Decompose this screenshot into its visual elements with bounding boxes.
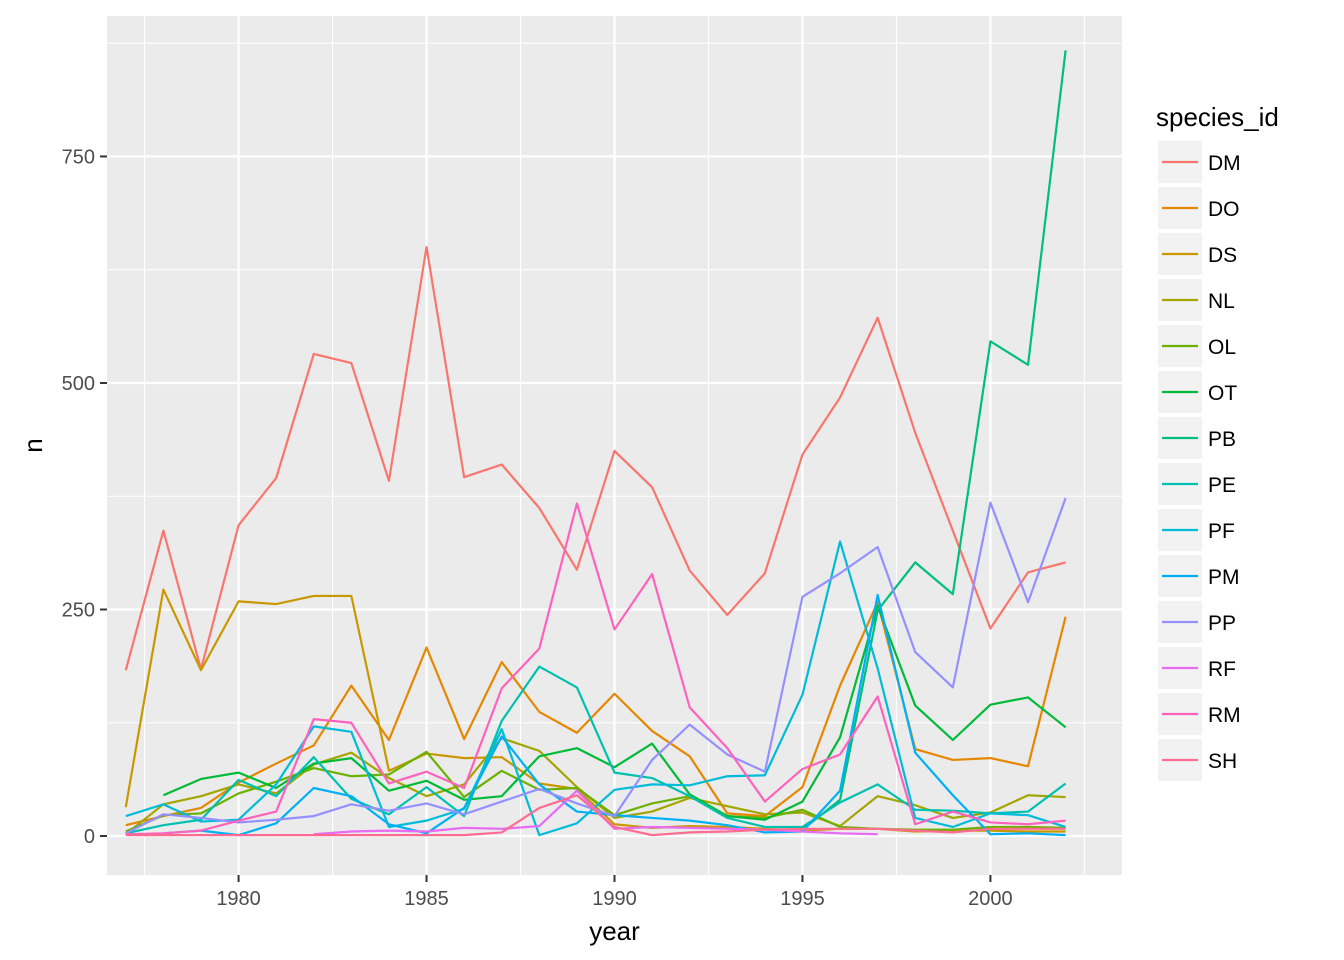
y-tick-label: 250 — [62, 600, 95, 622]
legend-item-pb: PB — [1158, 417, 1236, 459]
series-line-ot — [162, 604, 1067, 821]
series-line-pb — [801, 50, 1067, 831]
legend-item-pf: PF — [1158, 509, 1235, 551]
x-tick-label: 2000 — [968, 888, 1013, 910]
legend-label: PP — [1208, 612, 1236, 635]
legend-item-rf: RF — [1158, 647, 1236, 689]
legend-item-pp: PP — [1158, 601, 1236, 643]
legend-item-ot: OT — [1158, 371, 1237, 413]
series-lines — [124, 50, 1067, 837]
legend-item-dm: DM — [1158, 141, 1241, 183]
legend-item-ds: DS — [1158, 233, 1237, 275]
legend-item-sh: SH — [1158, 739, 1237, 781]
x-axis: 1980 1985 1990 1995 2000 — [216, 875, 1013, 910]
x-tick-label: 1990 — [592, 888, 637, 910]
x-tick-label: 1995 — [780, 888, 825, 910]
legend-label: RF — [1208, 658, 1236, 681]
legend-label: PB — [1208, 428, 1236, 451]
legend-label: NL — [1208, 290, 1235, 313]
y-tick-label: 750 — [62, 146, 95, 168]
legend-label: DS — [1208, 244, 1237, 267]
legend-label: DO — [1208, 198, 1240, 221]
x-tick-label: 1985 — [404, 888, 449, 910]
legend-label: PE — [1208, 474, 1236, 497]
legend-label: DM — [1208, 152, 1241, 175]
legend-item-pe: PE — [1158, 463, 1236, 505]
y-tick-label: 500 — [62, 373, 95, 395]
legend: species_id DM DO DS NL OL OT PB PE PF PM PP RF RM SH — [1156, 102, 1279, 781]
legend-title: species_id — [1156, 102, 1279, 132]
legend-item-ol: OL — [1158, 325, 1236, 367]
series-line-pf — [125, 540, 1066, 837]
y-tick-label: 0 — [84, 826, 95, 848]
series-line-rm — [125, 502, 1066, 836]
legend-label: OL — [1208, 336, 1236, 359]
legend-item-rm: RM — [1158, 693, 1241, 735]
legend-item-nl: NL — [1158, 279, 1235, 321]
series-line-sh — [125, 794, 1066, 837]
series-line-dm — [124, 245, 1066, 671]
legend-items: DM DO DS NL OL OT PB PE PF PM PP RF RM SH — [1158, 141, 1241, 781]
x-axis-title: year — [589, 916, 640, 946]
legend-label: PF — [1208, 520, 1235, 543]
legend-item-pm: PM — [1158, 555, 1240, 597]
x-tick-label: 1980 — [216, 888, 261, 910]
legend-label: RM — [1208, 704, 1241, 727]
legend-item-do: DO — [1158, 187, 1240, 229]
y-axis: 0 250 500 750 — [62, 146, 107, 848]
legend-label: PM — [1208, 566, 1240, 589]
y-axis-title: n — [18, 438, 48, 452]
legend-label: SH — [1208, 750, 1237, 773]
legend-label: OT — [1208, 382, 1237, 405]
